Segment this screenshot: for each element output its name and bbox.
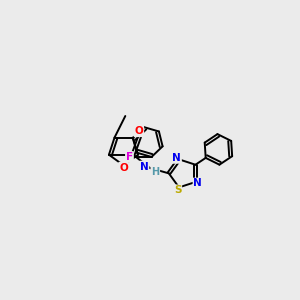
Text: S: S [174, 185, 181, 195]
Text: O: O [119, 163, 128, 173]
Text: N: N [194, 178, 202, 188]
Text: O: O [135, 126, 143, 136]
Text: N: N [172, 153, 181, 163]
Text: N: N [140, 161, 148, 172]
Text: F: F [126, 152, 133, 162]
Text: H: H [151, 167, 159, 177]
